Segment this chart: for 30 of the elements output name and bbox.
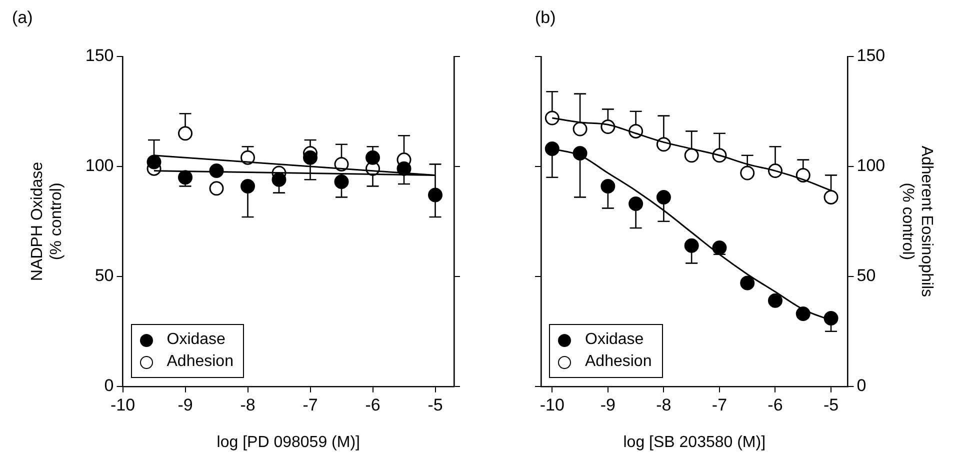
x-tick-label: -9 xyxy=(600,395,616,414)
x-tick-label: -8 xyxy=(240,395,256,414)
x-tick-label: -7 xyxy=(302,395,318,414)
legend-label: Adhesion xyxy=(585,352,652,372)
x-tick-label: -10 xyxy=(540,395,564,414)
y2-tick-label: 150 xyxy=(856,46,886,66)
y-tick-label: 100 xyxy=(85,156,114,176)
legend-label: Adhesion xyxy=(166,352,234,372)
x-tick-label: -7 xyxy=(712,395,728,414)
chart-title: (b) xyxy=(535,8,556,27)
legend-label: Oxidase xyxy=(585,330,644,350)
y2-axis-title: Adherent Eosinophils (% control) xyxy=(898,146,935,298)
y-tick-label: 0 xyxy=(104,376,114,396)
y-tick-label: 150 xyxy=(85,46,114,66)
legend-label: Oxidase xyxy=(166,330,226,350)
y-axis-title: NADPH Oxidase (% control) xyxy=(29,162,66,281)
y2-tick-label: 50 xyxy=(856,266,876,286)
x-tick-label: -6 xyxy=(768,395,783,414)
y2-tick-label: 0 xyxy=(856,376,866,396)
x-tick-label: -6 xyxy=(365,395,380,414)
y2-tick-label: 100 xyxy=(856,156,886,176)
x-tick-label: -10 xyxy=(110,395,136,414)
x-tick-label: -9 xyxy=(178,395,193,414)
x-tick-label: -8 xyxy=(656,395,672,414)
x-tick-label: -5 xyxy=(823,395,839,414)
y-tick-label: 50 xyxy=(94,266,114,286)
x-axis-title: log [SB 203580 (M)] xyxy=(623,434,766,451)
x-tick-label: -5 xyxy=(428,395,443,414)
x-axis-title: log [PD 098059 (M)] xyxy=(216,434,360,451)
chart-title: (a) xyxy=(12,8,33,27)
